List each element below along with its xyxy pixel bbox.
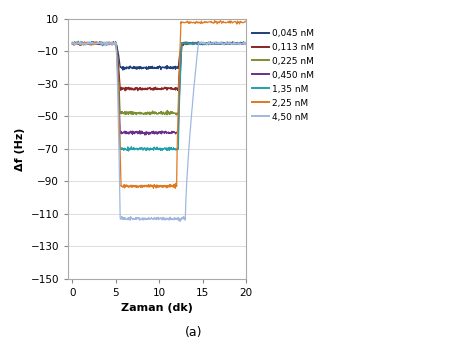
4,50 nM (117, 208, 123, 212)
1,35 nM (137, 146, 142, 150)
0,225 nM (178, 55, 183, 59)
0,113 nM (182, 42, 187, 46)
0,045 nM (175, 63, 181, 67)
Line: 0,045 nM: 0,045 nM (72, 42, 246, 70)
4,50 nM (197, 42, 203, 46)
2,25 nM (177, 53, 182, 57)
1,35 nM (125, 149, 131, 153)
2,25 nM (151, 186, 156, 190)
2,25 nM (156, 185, 161, 189)
0,045 nM (157, 65, 162, 69)
4,50 nM (192, 74, 197, 78)
0,113 nM (94, 40, 99, 44)
0,450 nM (178, 58, 183, 62)
2,25 nM (217, 18, 223, 23)
Legend: 0,045 nM, 0,113 nM, 0,225 nM, 0,450 nM, 1,35 nM, 2,25 nM, 4,50 nM: 0,045 nM, 0,113 nM, 0,225 nM, 0,450 nM, … (252, 29, 314, 121)
X-axis label: Zaman (dk): Zaman (dk) (121, 303, 193, 313)
0,113 nM (122, 89, 128, 93)
0,225 nM (156, 111, 162, 115)
2,25 nM (243, 20, 248, 24)
1,35 nM (69, 42, 75, 47)
4,50 nM (177, 219, 183, 223)
0,113 nM (175, 81, 181, 85)
0,450 nM (182, 40, 187, 44)
0,225 nM (69, 42, 75, 46)
2,25 nM (180, 21, 186, 25)
Line: 0,225 nM: 0,225 nM (72, 41, 246, 115)
4,50 nM (161, 218, 167, 222)
Line: 1,35 nM: 1,35 nM (72, 41, 246, 151)
2,25 nM (136, 184, 142, 188)
Y-axis label: Δf (Hz): Δf (Hz) (15, 127, 25, 171)
0,113 nM (243, 41, 248, 45)
1,35 nM (175, 134, 181, 138)
0,113 nM (157, 87, 162, 91)
0,113 nM (178, 50, 183, 54)
2,25 nM (174, 169, 179, 173)
Line: 0,450 nM: 0,450 nM (72, 42, 246, 135)
4,50 nM (183, 195, 188, 199)
0,225 nM (243, 41, 248, 45)
0,045 nM (69, 40, 75, 44)
1,35 nM (75, 39, 81, 43)
2,25 nM (118, 170, 123, 174)
0,450 nM (175, 120, 181, 124)
0,113 nM (117, 84, 123, 88)
1,35 nM (157, 146, 162, 150)
0,225 nM (182, 43, 187, 47)
1,35 nM (117, 142, 123, 146)
0,450 nM (117, 127, 123, 131)
4,50 nM (243, 40, 248, 44)
Line: 2,25 nM: 2,25 nM (72, 21, 246, 188)
Line: 4,50 nM: 4,50 nM (72, 41, 246, 221)
0,113 nM (137, 86, 142, 90)
0,045 nM (97, 40, 102, 44)
0,225 nM (117, 107, 123, 111)
0,045 nM (182, 41, 187, 45)
4,50 nM (78, 39, 83, 43)
0,045 nM (120, 68, 125, 72)
0,450 nM (142, 133, 147, 137)
0,450 nM (69, 42, 75, 46)
4,50 nM (139, 216, 144, 220)
0,045 nM (178, 45, 183, 50)
4,50 nM (69, 41, 75, 45)
0,225 nM (112, 39, 118, 43)
0,450 nM (157, 130, 162, 134)
0,045 nM (117, 64, 123, 68)
0,450 nM (136, 131, 142, 135)
0,225 nM (136, 112, 142, 116)
0,045 nM (243, 41, 248, 45)
Text: (a): (a) (184, 326, 202, 339)
Line: 0,113 nM: 0,113 nM (72, 42, 246, 91)
0,113 nM (69, 41, 75, 45)
0,450 nM (243, 41, 248, 45)
0,045 nM (137, 65, 142, 69)
0,225 nM (175, 103, 181, 107)
1,35 nM (178, 61, 183, 65)
0,225 nM (173, 113, 179, 117)
2,25 nM (69, 42, 75, 46)
0,450 nM (72, 40, 77, 44)
1,35 nM (182, 41, 187, 45)
1,35 nM (243, 42, 248, 46)
